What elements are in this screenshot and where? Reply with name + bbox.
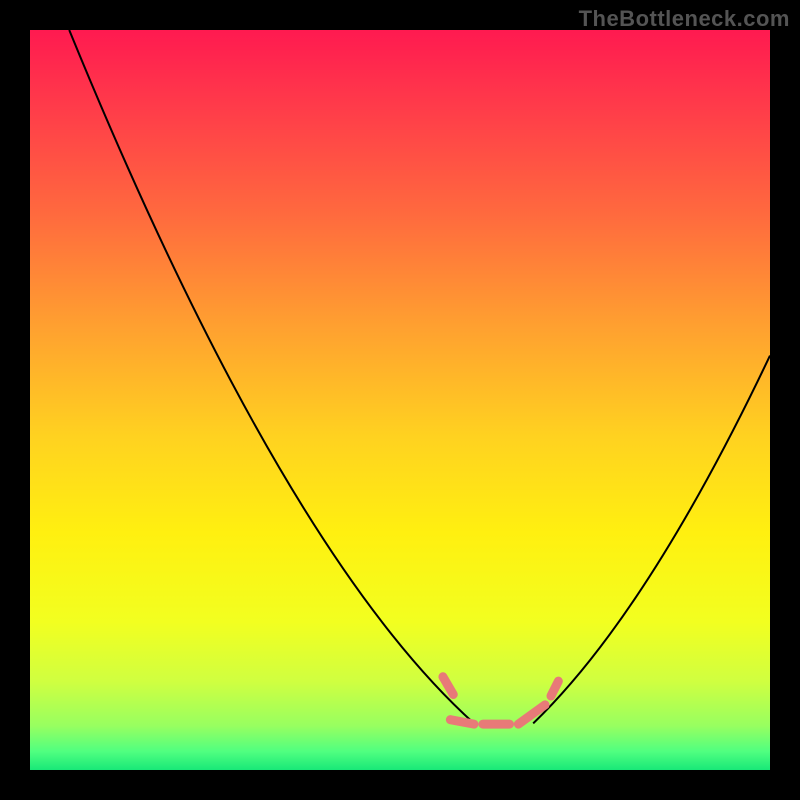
curve-layer [30,30,770,770]
curve-right [533,356,770,724]
curve-left [69,30,474,723]
chart-container: TheBottleneck.com [0,0,800,800]
plot-area [30,30,770,770]
watermark-text: TheBottleneck.com [579,6,790,32]
